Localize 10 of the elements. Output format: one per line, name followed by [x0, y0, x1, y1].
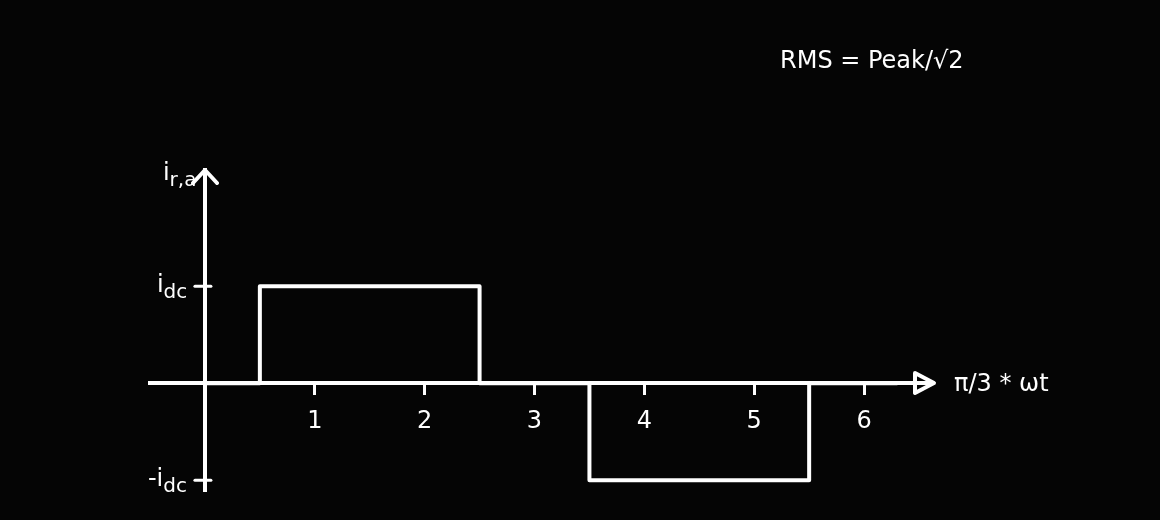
- annotation: -i$_{dc}$: [147, 463, 187, 497]
- x-tick-label: 2: [417, 405, 433, 434]
- annotation: i$_{dc}$: [156, 269, 188, 303]
- x-tick-label: 6: [856, 405, 872, 434]
- x-tick-label: 1: [307, 405, 323, 434]
- x-tick-label: 4: [636, 405, 653, 434]
- x-axis-title: π/3 * ωt: [954, 369, 1049, 398]
- x-tick-label: 5: [746, 405, 762, 434]
- x-tick-label: 3: [526, 405, 543, 434]
- text: RMS = Peak/√2: [780, 46, 964, 74]
